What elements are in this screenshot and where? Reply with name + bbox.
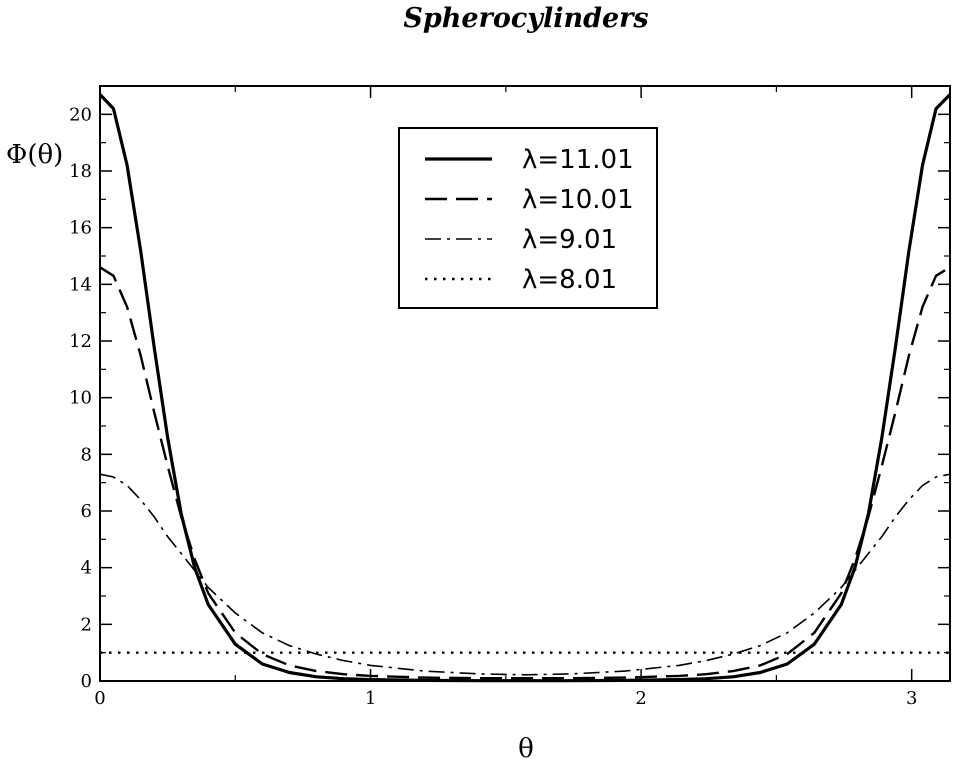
chart-title: Spherocylinders: [403, 3, 648, 34]
y-tick-label: 4: [81, 558, 92, 579]
series-line-1: [99, 266, 951, 680]
y-tick-label: 0: [81, 671, 92, 692]
legend: λ=11.01 λ=10.01 λ=9.01 λ=8.01: [398, 127, 658, 309]
x-axis-label: θ: [518, 734, 534, 763]
y-tick-label: 18: [69, 161, 92, 182]
x-tick-label: 0: [94, 688, 105, 709]
series-line-2: [99, 473, 951, 676]
legend-label: λ=10.01: [522, 185, 634, 215]
y-tick-label: 8: [81, 444, 92, 465]
y-tick-label: 16: [69, 218, 92, 239]
x-tick-label: 1: [365, 688, 376, 709]
y-tick-label: 10: [69, 388, 92, 409]
y-tick-label: 2: [81, 614, 92, 635]
y-tick-label: 12: [69, 331, 92, 352]
legend-label: λ=8.01: [522, 265, 617, 295]
plot-frame: [99, 85, 951, 682]
y-tick-label: 20: [69, 104, 92, 125]
x-tick-label: 3: [906, 688, 917, 709]
legend-label: λ=9.01: [522, 225, 617, 255]
y-tick-label: 6: [81, 501, 92, 522]
y-tick-label: 14: [69, 274, 92, 295]
y-axis-label: Φ(θ): [6, 140, 63, 170]
x-tick-label: 2: [635, 688, 646, 709]
legend-label: λ=11.01: [522, 145, 634, 175]
